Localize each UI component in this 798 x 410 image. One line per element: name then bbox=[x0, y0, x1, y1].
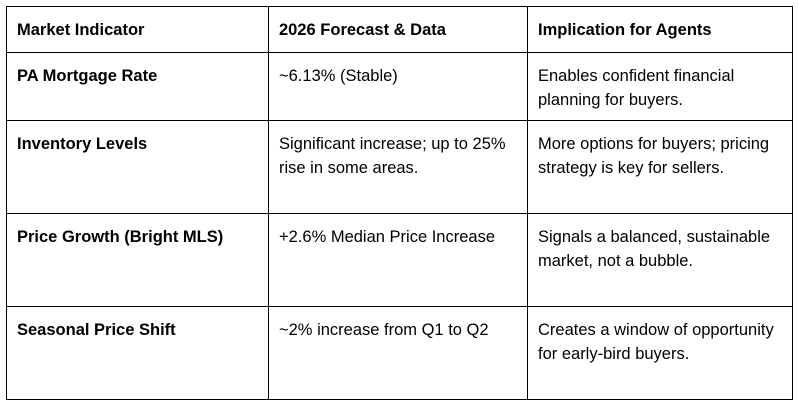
table-header-row: Market Indicator 2026 Forecast & Data Im… bbox=[6, 6, 793, 53]
table-row: Inventory Levels Significant increase; u… bbox=[6, 120, 793, 214]
forecast-cell: +2.6% Median Price Increase bbox=[268, 213, 528, 307]
implication-cell: Creates a window of opportunity for earl… bbox=[527, 306, 793, 400]
table-row: PA Mortgage Rate ~6.13% (Stable) Enables… bbox=[6, 52, 793, 121]
table-row: Price Growth (Bright MLS) +2.6% Median P… bbox=[6, 213, 793, 307]
market-indicators-table: Market Indicator 2026 Forecast & Data Im… bbox=[6, 6, 793, 400]
indicator-cell: Seasonal Price Shift bbox=[6, 306, 269, 400]
implication-cell: More options for buyers; pricing strateg… bbox=[527, 120, 793, 214]
implication-cell: Signals a balanced, sustainable market, … bbox=[527, 213, 793, 307]
column-header-implication: Implication for Agents bbox=[527, 6, 793, 53]
table-row: Seasonal Price Shift ~2% increase from Q… bbox=[6, 306, 793, 400]
forecast-cell: ~6.13% (Stable) bbox=[268, 52, 528, 121]
indicator-cell: PA Mortgage Rate bbox=[6, 52, 269, 121]
indicator-cell: Price Growth (Bright MLS) bbox=[6, 213, 269, 307]
column-header-market-indicator: Market Indicator bbox=[6, 6, 269, 53]
market-table-container: Market Indicator 2026 Forecast & Data Im… bbox=[6, 6, 793, 400]
implication-cell: Enables confident financial planning for… bbox=[527, 52, 793, 121]
forecast-cell: ~2% increase from Q1 to Q2 bbox=[268, 306, 528, 400]
column-header-forecast-data: 2026 Forecast & Data bbox=[268, 6, 528, 53]
forecast-cell: Significant increase; up to 25% rise in … bbox=[268, 120, 528, 214]
indicator-cell: Inventory Levels bbox=[6, 120, 269, 214]
